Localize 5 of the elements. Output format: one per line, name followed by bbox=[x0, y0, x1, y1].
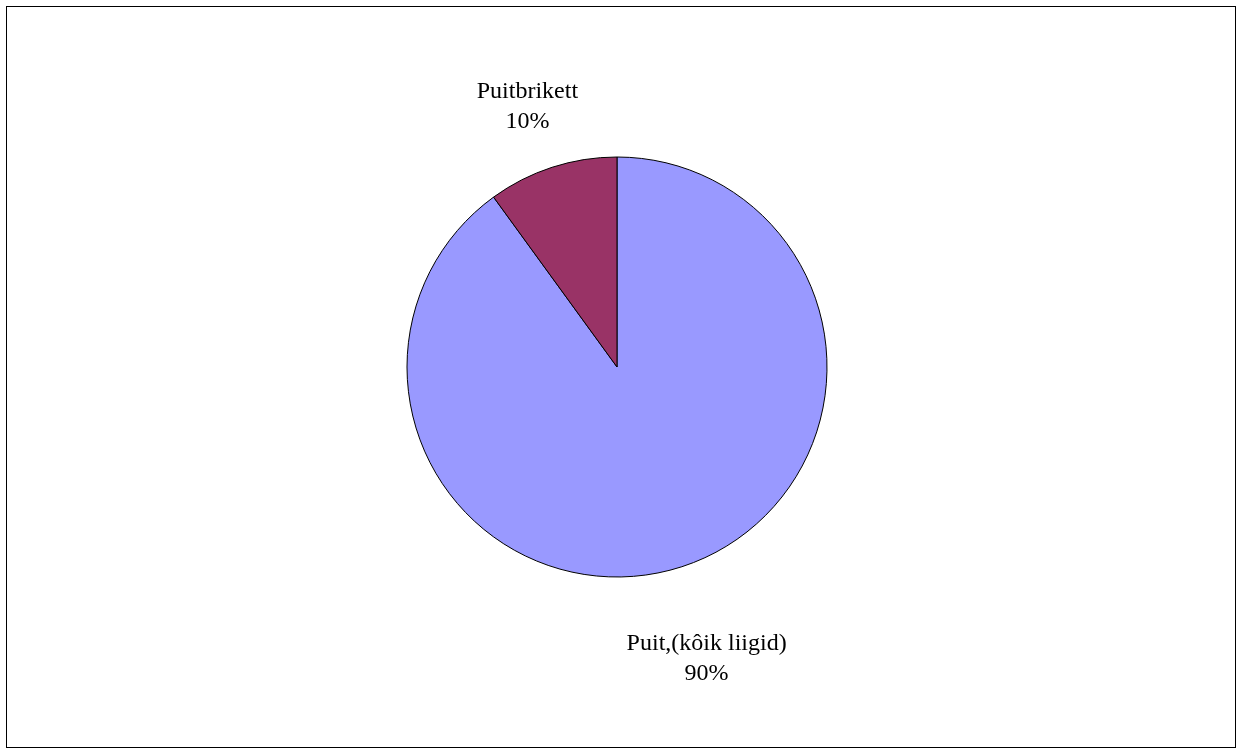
pie-slice bbox=[406, 156, 828, 578]
data-label: 10% bbox=[505, 107, 550, 134]
data-label: 90% bbox=[684, 658, 729, 685]
slice-label: Puit,(kôik liigid) bbox=[626, 628, 787, 655]
slice-label: Puitbrikett bbox=[476, 77, 579, 104]
